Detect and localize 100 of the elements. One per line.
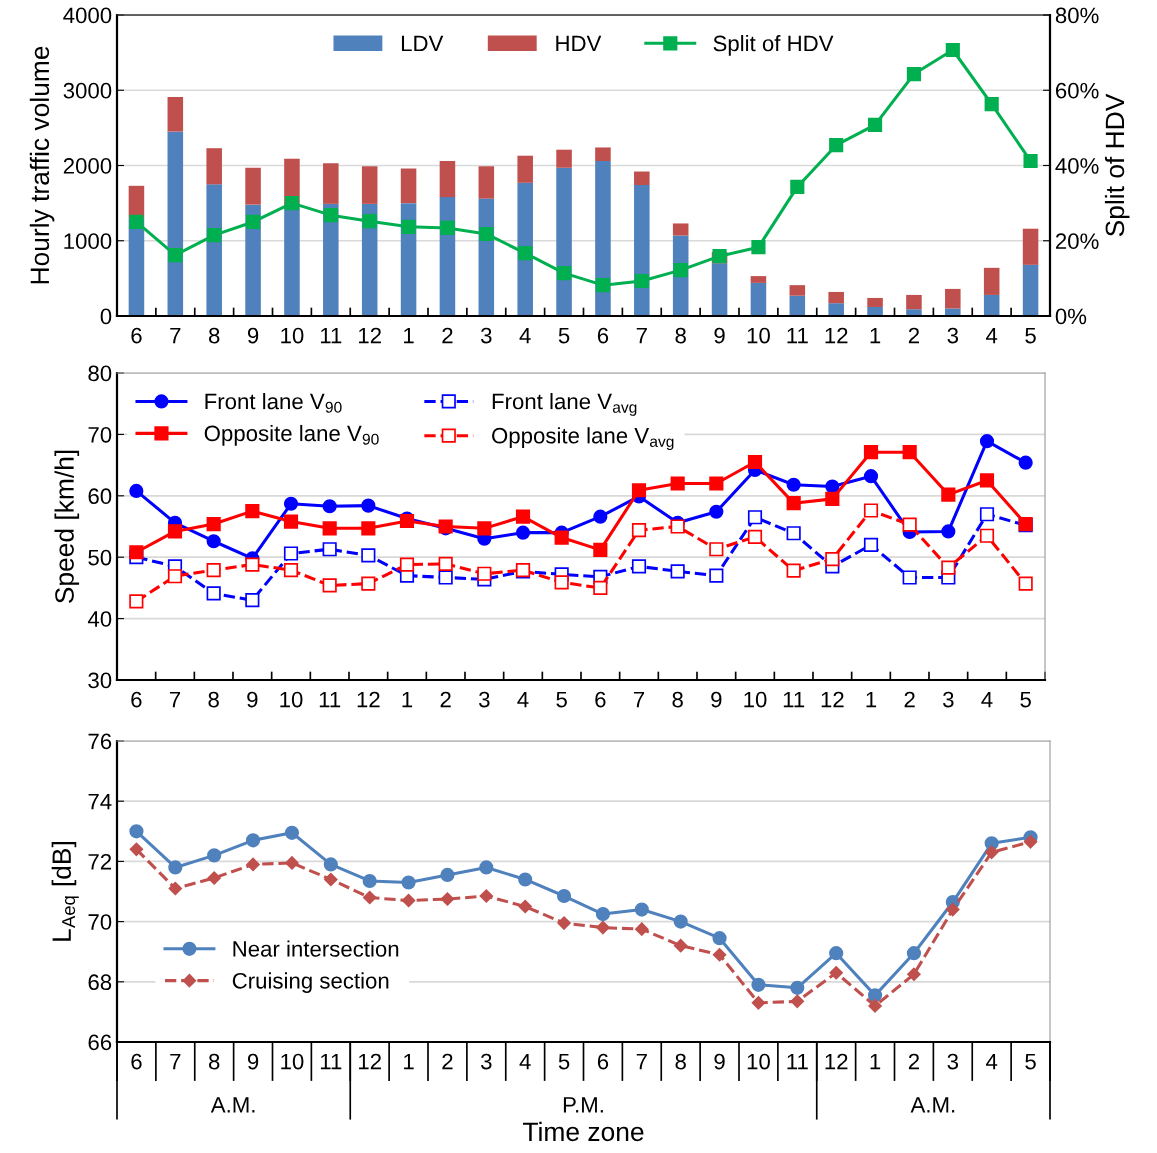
y-tick-label: 80 xyxy=(88,365,112,382)
x-tick-label: 4 xyxy=(986,1053,998,1070)
x-tick-label: 5 xyxy=(1025,327,1036,344)
x-tick-label: 8 xyxy=(675,1053,686,1070)
x-tick-label: 1 xyxy=(870,1053,881,1070)
x-tick-label: 9 xyxy=(247,1053,259,1070)
y-tick-label: 70 xyxy=(88,426,112,443)
x-tick-label: 2 xyxy=(904,691,915,708)
x-tick-label: 3 xyxy=(479,691,490,708)
x-tick-label: 12 xyxy=(821,691,844,708)
text: A.M. xyxy=(210,1097,255,1113)
x-tick-label: 2 xyxy=(908,327,919,344)
x-tick-label: 5 xyxy=(1020,691,1031,708)
y2-axis-title: Split of HDV xyxy=(1104,93,1130,237)
y-axis-title: L$_{Aeq}$ [dB] xyxy=(51,842,79,941)
x-tick-label: 8 xyxy=(675,327,686,344)
x-tick-label: 3 xyxy=(943,691,954,708)
x-tick-label: 5 xyxy=(556,691,567,708)
x-tick-label: 3 xyxy=(947,327,959,344)
x-tick-label: 5 xyxy=(558,1053,570,1070)
x-tick-label: 10 xyxy=(280,691,303,708)
x-tick-label: 10 xyxy=(281,1053,304,1070)
x-tick-label: 5 xyxy=(558,327,570,344)
x-tick-label: 4 xyxy=(517,691,529,708)
x-tick-label: 3 xyxy=(480,327,492,344)
x-tick-label: 12 xyxy=(825,1053,848,1070)
y-axis-title: Hourly traffic volume xyxy=(29,46,55,284)
x-tick-label: 1 xyxy=(870,327,881,344)
x-tick-label: 3 xyxy=(947,1053,959,1070)
x-axis-title: Time zone xyxy=(523,1121,644,1142)
y-axis-title: Speed [km/h] xyxy=(54,450,80,604)
x-tick-label: 6 xyxy=(131,327,142,344)
x-tick-label: 6 xyxy=(597,327,609,344)
x-tick-label: 9 xyxy=(714,1053,725,1070)
x-tick-label: 6 xyxy=(595,691,606,708)
x-tick-label: 10 xyxy=(744,691,767,708)
x-tick-label: 5 xyxy=(1025,1053,1036,1070)
legend-label: Cruising section xyxy=(232,972,389,994)
x-tick-label: 4 xyxy=(519,1053,531,1070)
x-tick-label: 7 xyxy=(170,1053,181,1070)
text: A.M. xyxy=(910,1097,955,1113)
x-tick-label: 8 xyxy=(208,327,220,344)
y-tick-label: 3000 xyxy=(63,82,112,99)
legend-label: Front lane V$_{90}$ xyxy=(205,393,342,413)
y-tick-label: 70 xyxy=(88,914,112,930)
x-tick-label: 7 xyxy=(170,327,181,344)
x-tick-label: 10 xyxy=(747,1053,770,1070)
legend-label: Front lane V$_{avg}$ xyxy=(492,393,637,416)
y-tick-label: 72 xyxy=(88,853,112,870)
y-tick-label: 50 xyxy=(88,549,112,566)
x-tick-label: 9 xyxy=(247,691,258,708)
legend-label: LDV xyxy=(401,35,444,52)
x-tick-label: 11 xyxy=(787,1053,808,1070)
x-tick-label: 7 xyxy=(636,327,647,344)
y2-tick-label: 60% xyxy=(1055,82,1099,99)
x-tick-label: 2 xyxy=(440,691,451,708)
x-tick-label: 6 xyxy=(131,1053,142,1070)
text: P.M. xyxy=(563,1097,603,1113)
legend-label: Near intersection xyxy=(233,940,399,957)
x-tick-label: 6 xyxy=(131,691,142,708)
x-tick-label: 9 xyxy=(714,327,725,344)
y-tick-label: 2000 xyxy=(63,158,112,174)
x-tick-label: 1 xyxy=(404,327,414,344)
x-tick-label: 12 xyxy=(357,691,380,708)
y-tick-label: 60 xyxy=(88,488,112,505)
x-tick-label: 8 xyxy=(208,691,219,708)
y-tick-label: 4000 xyxy=(63,7,112,24)
y-tick-label: 0 xyxy=(100,308,112,325)
x-tick-label: 12 xyxy=(825,327,848,344)
y-tick-label: 40 xyxy=(87,611,112,627)
x-tick-label: 9 xyxy=(247,327,259,344)
x-tick-label: 11 xyxy=(320,1053,342,1070)
x-tick-label: 12 xyxy=(359,1053,381,1070)
x-tick-label: 4 xyxy=(986,327,998,344)
x-tick-label: 11 xyxy=(787,327,808,344)
y2-tick-label: 40% xyxy=(1055,158,1099,174)
x-tick-label: 10 xyxy=(281,327,304,344)
x-tick-label: 7 xyxy=(633,691,645,708)
x-tick-label: 11 xyxy=(783,691,805,708)
y-tick-label: 1000 xyxy=(64,233,112,250)
x-tick-label: 11 xyxy=(319,691,341,708)
y-tick-label: 74 xyxy=(88,793,112,810)
x-tick-label: 8 xyxy=(208,1053,220,1070)
x-tick-label: 2 xyxy=(442,1053,453,1070)
x-tick-label: 6 xyxy=(597,1053,609,1070)
x-tick-label: 12 xyxy=(359,327,381,344)
legend-label: Split of HDV xyxy=(713,35,834,56)
y-tick-label: 30 xyxy=(88,672,112,689)
x-tick-label: 2 xyxy=(442,327,453,344)
y2-tick-label: 0% xyxy=(1055,308,1087,325)
legend-label: Opposite lane V$_{90}$ xyxy=(204,424,379,446)
x-tick-label: 1 xyxy=(866,691,877,708)
x-tick-label: 1 xyxy=(402,691,413,708)
y2-tick-label: 80% xyxy=(1055,7,1099,24)
x-tick-label: 1 xyxy=(404,1053,414,1070)
y-tick-label: 76 xyxy=(88,733,112,750)
x-tick-label: 4 xyxy=(981,691,993,708)
x-tick-label: 2 xyxy=(908,1053,919,1070)
x-tick-label: 7 xyxy=(636,1053,647,1070)
y-tick-label: 66 xyxy=(88,1034,112,1051)
